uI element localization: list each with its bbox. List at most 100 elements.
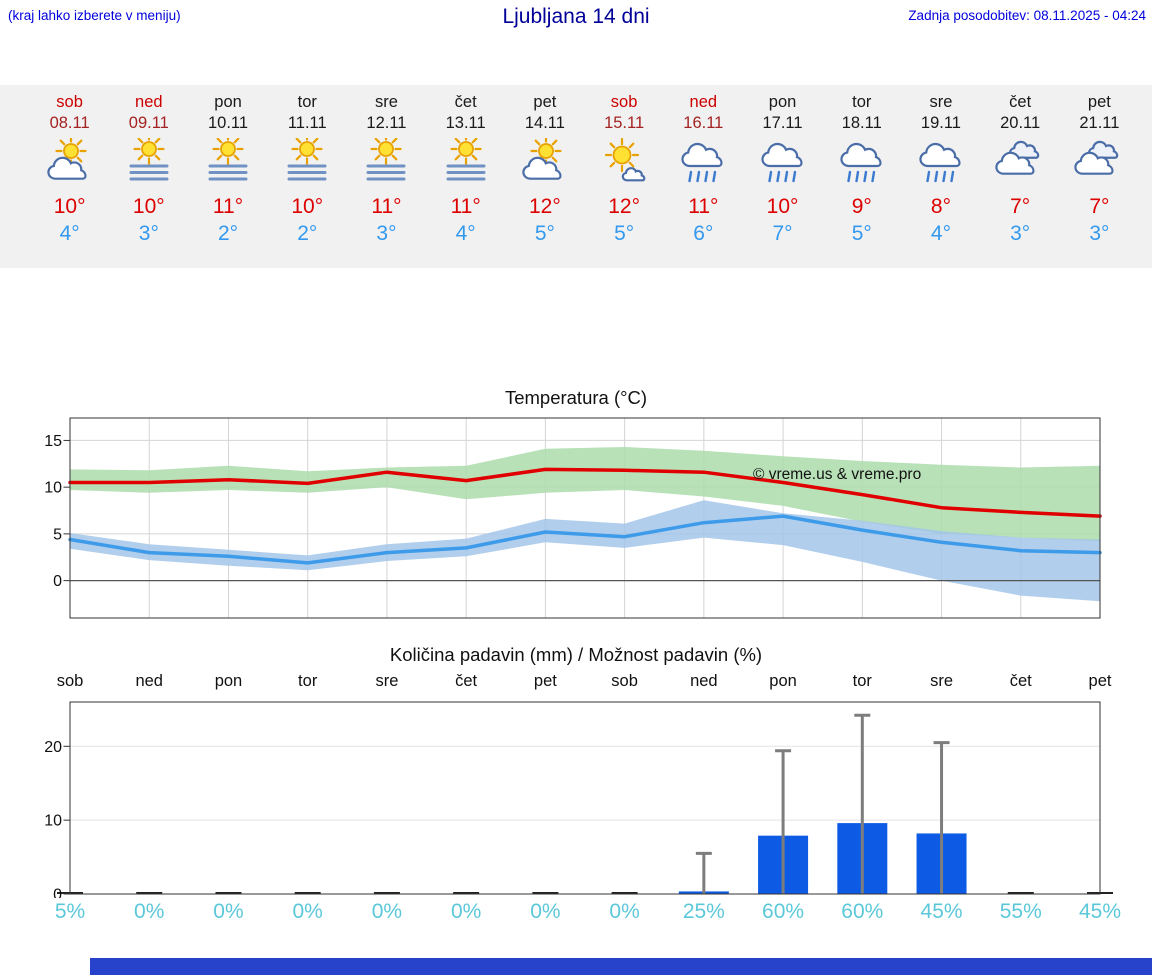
- precip-probability-label: 60%: [841, 900, 884, 923]
- day-name-label: pon: [214, 93, 242, 111]
- min-temp-line: [68, 514, 1102, 565]
- day-date-label: 13.11: [445, 113, 486, 132]
- mostly-sunny-icon: [595, 138, 653, 188]
- temp-frame: [69, 417, 1101, 619]
- temp-ytick-label: 0: [53, 573, 62, 590]
- day-date-label: 15.11: [604, 113, 645, 132]
- rain-icon: [912, 138, 970, 188]
- max-temp-label: 10°: [766, 195, 799, 219]
- sun-fog-icon: [357, 133, 415, 188]
- min-temp-label: 4°: [455, 222, 476, 246]
- forecast-day: sre 12.11 11° 3°: [347, 85, 426, 268]
- max-temp-label: 11°: [371, 195, 402, 219]
- rain-icon: [674, 138, 732, 188]
- max-temp-line: [68, 467, 1102, 518]
- precip-probability-label: 45%: [1078, 900, 1122, 923]
- temp-ytick-label: 10: [44, 480, 62, 497]
- forecast-strip: sob 08.11 10° 4° ned 09.11 10° 3° pon 10.11 11° 2° t…: [0, 85, 1152, 268]
- precip-day-labels: sob ned pon tor sre čet pet sob ned pon tor sre čet p…: [0, 672, 1152, 694]
- precip-ytick-label: 0: [53, 887, 62, 899]
- precip-probability-label: 0%: [371, 900, 403, 923]
- max-temp-label: 12°: [608, 195, 640, 219]
- day-date-label: 19.11: [920, 113, 961, 132]
- min-temp-label: 5°: [614, 222, 635, 246]
- day-date-label: 14.11: [524, 113, 565, 132]
- watermark-link[interactable]: © vreme.us & vreme.pro: [753, 466, 921, 483]
- min-temp-label: 6°: [693, 222, 714, 246]
- day-name-label: sob: [56, 93, 83, 111]
- precip-day-label: sre: [930, 672, 953, 690]
- forecast-day: pet 14.11 12° 5°: [505, 85, 584, 268]
- day-date-label: 08.11: [49, 113, 90, 132]
- precip-ytick-label: 10: [44, 813, 62, 830]
- precip-probability-label: 0%: [450, 900, 482, 923]
- precip-zero-mark: [1007, 892, 1034, 894]
- forecast-day: sob 08.11 10° 4°: [30, 85, 109, 268]
- day-date-label: 17.11: [762, 113, 803, 132]
- precip-frame: [69, 701, 1101, 895]
- sun-fog-icon: [199, 133, 257, 188]
- precip-probability-label: 0%: [213, 900, 244, 923]
- day-name-label: pet: [533, 93, 557, 111]
- day-date-label: 09.11: [128, 113, 169, 132]
- precip-day-label: pet: [1088, 672, 1112, 690]
- day-date-label: 20.11: [1000, 113, 1041, 132]
- min-temp-label: 5°: [851, 222, 872, 246]
- max-temp-label: 11°: [688, 195, 719, 219]
- precip-day-label: pon: [769, 672, 797, 690]
- page-title: Ljubljana 14 dni: [502, 5, 650, 28]
- precip-zero-mark: [215, 892, 242, 894]
- day-date-label: 16.11: [683, 113, 724, 132]
- min-temp-label: 4°: [59, 222, 80, 246]
- day-date-label: 12.11: [366, 113, 407, 132]
- min-temp-label: 2°: [217, 222, 239, 246]
- forecast-day: čet 13.11 11° 4°: [426, 85, 505, 268]
- temperature-chart-title: Temperatura (°C): [504, 387, 648, 408]
- min-temp-label: 2°: [297, 222, 318, 246]
- sun-fog-icon: [278, 133, 336, 188]
- forecast-day: pon 10.11 11° 2°: [188, 85, 267, 268]
- precip-day-label: čet: [455, 672, 478, 690]
- precip-probability-label: 5%: [54, 900, 86, 923]
- precip-day-label: sre: [375, 672, 399, 690]
- day-name-label: čet: [454, 93, 477, 111]
- temp-ytick-label: 15: [44, 433, 62, 450]
- day-name-label: sre: [929, 93, 953, 111]
- precip-probability-label: 45%: [920, 900, 963, 923]
- precip-probability-label: 55%: [999, 900, 1042, 923]
- max-temp-label: 7°: [1010, 195, 1031, 219]
- precip-probability-label: 0%: [530, 900, 561, 923]
- precip-probability-label: 60%: [762, 900, 805, 923]
- min-temp-label: 3°: [1010, 222, 1031, 246]
- precip-probability-label: 0%: [609, 900, 640, 923]
- max-temp-label: 12°: [529, 195, 561, 219]
- min-temp-label: 3°: [138, 222, 159, 246]
- precip-day-label: ned: [135, 672, 163, 690]
- footer-banner[interactable]: [90, 958, 1152, 975]
- precip-day-label: sob: [56, 672, 84, 690]
- precip-day-label: sob: [611, 672, 638, 690]
- forecast-day: sob 15.11 12° 5°: [585, 85, 664, 268]
- precip-probability-labels: 5% 0% 0% 0% 0% 0% 0% 0% 25% 60% 60% 45% 55% 45%: [0, 900, 1152, 928]
- day-name-label: ned: [135, 93, 163, 111]
- precip-probability-label: 0%: [134, 900, 165, 923]
- min-temp-label: 4°: [930, 222, 951, 246]
- day-date-label: 21.11: [1079, 113, 1120, 132]
- day-date-label: 11.11: [287, 113, 327, 132]
- precip-probability-label: 0%: [292, 900, 323, 923]
- precip-day-label: ned: [690, 672, 718, 690]
- cloudy-icon: [1070, 138, 1128, 188]
- precip-chart-title: Količina padavin (mm) / Možnost padavin …: [389, 644, 763, 665]
- precip-zero-mark: [453, 892, 480, 894]
- forecast-day: ned 09.11 10° 3°: [109, 85, 188, 268]
- precip-day-label: pon: [214, 672, 243, 690]
- precip-zero-mark: [373, 892, 400, 894]
- max-temp-label: 11°: [450, 195, 481, 219]
- last-updated: Zadnja posodobitev: 08.11.2025 - 04:24: [908, 8, 1146, 23]
- location-hint: (kraj lahko izberete v meniju): [8, 8, 181, 23]
- day-name-label: ned: [689, 93, 718, 111]
- forecast-day: sre 19.11 8° 4°: [901, 85, 980, 268]
- max-temp-label: 11°: [212, 195, 244, 219]
- day-date-label: 18.11: [841, 113, 882, 132]
- max-temp-label: 9°: [851, 195, 872, 219]
